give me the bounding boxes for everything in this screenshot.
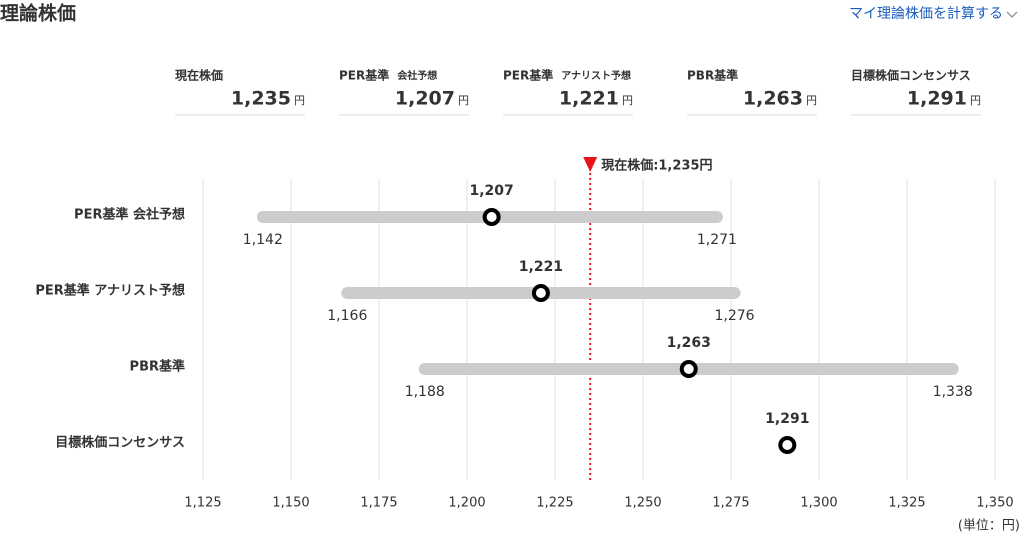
reference-label: 現在株価:1,235円 <box>601 158 712 174</box>
section-title: 理論株価 <box>0 2 76 25</box>
category-label: PER基準 アナリスト予想 <box>35 283 185 299</box>
value-dot <box>482 208 501 226</box>
card-unit: 円 <box>294 94 305 107</box>
value-dot <box>778 436 797 454</box>
card-value: 1,235 <box>231 88 291 110</box>
unit-note: (単位：円) <box>958 518 1020 534</box>
card-label: 現在株価 <box>175 68 223 83</box>
reference-marker <box>583 157 598 172</box>
card-label: PBR基準 <box>687 68 738 83</box>
card-value: 1,221 <box>559 88 619 110</box>
value-dot <box>531 284 550 302</box>
card-unit: 円 <box>970 94 981 107</box>
card-label: PER基準 <box>339 68 389 83</box>
value-label: 1,291 <box>765 411 809 427</box>
x-tick-label: 1,125 <box>184 496 221 511</box>
x-tick-label: 1,275 <box>712 496 749 511</box>
high-label: 1,276 <box>714 308 754 324</box>
x-tick-label: 1,175 <box>360 496 397 511</box>
category-label: PBR基準 <box>130 359 185 375</box>
x-tick-label: 1,150 <box>272 496 309 511</box>
category-label: PER基準 会社予想 <box>74 207 185 223</box>
x-tick-label: 1,325 <box>888 496 925 511</box>
card-sublabel: アナリスト予想 <box>561 69 631 82</box>
card-unit: 円 <box>806 94 817 107</box>
card-unit: 円 <box>458 94 469 107</box>
calc-link[interactable]: マイ理論株価を計算する <box>849 6 1003 22</box>
high-label: 1,338 <box>933 384 973 400</box>
card-value: 1,263 <box>743 88 803 110</box>
card-label: PER基準 <box>503 68 553 83</box>
card-label: 目標株価コンセンサス <box>851 68 971 83</box>
low-label: 1,142 <box>243 232 283 248</box>
value-label: 1,207 <box>469 183 513 199</box>
low-label: 1,188 <box>405 384 445 400</box>
x-tick-label: 1,350 <box>976 496 1013 511</box>
category-label: 目標株価コンセンサス <box>55 435 185 451</box>
value-label: 1,221 <box>519 259 563 275</box>
card-sublabel: 会社予想 <box>397 69 437 82</box>
x-tick-label: 1,250 <box>624 496 661 511</box>
value-dot <box>679 360 698 378</box>
chevron[interactable] <box>1006 11 1018 19</box>
card-value: 1,207 <box>395 88 455 110</box>
card-unit: 円 <box>622 94 633 107</box>
x-tick-label: 1,225 <box>536 496 573 511</box>
x-tick-label: 1,300 <box>800 496 837 511</box>
low-label: 1,166 <box>327 308 367 324</box>
value-label: 1,263 <box>667 335 711 351</box>
x-tick-label: 1,200 <box>448 496 485 511</box>
card-value: 1,291 <box>907 88 967 110</box>
high-label: 1,271 <box>697 232 737 248</box>
